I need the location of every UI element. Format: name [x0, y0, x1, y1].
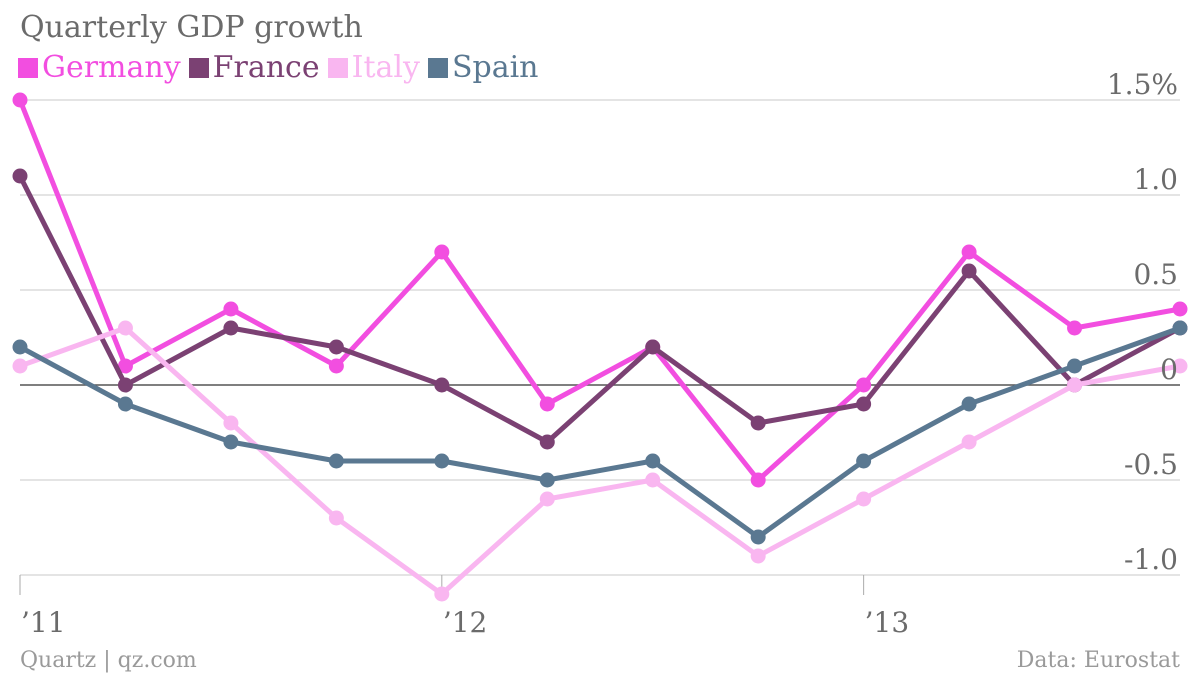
- legend-item-france: France: [188, 50, 320, 85]
- data-point: [539, 396, 555, 412]
- data-point: [1172, 358, 1188, 374]
- data-point: [223, 434, 239, 450]
- data-source: Data: Eurostat: [1016, 648, 1180, 673]
- data-point: [1172, 320, 1188, 336]
- data-point: [539, 491, 555, 507]
- data-point: [117, 358, 133, 374]
- data-point: [1172, 301, 1188, 317]
- legend-swatch: [427, 57, 448, 78]
- data-point: [328, 339, 344, 355]
- series-italy: [12, 320, 1188, 602]
- data-point: [12, 339, 28, 355]
- data-point: [434, 377, 450, 393]
- data-point: [961, 244, 977, 260]
- data-point: [434, 453, 450, 469]
- data-point: [750, 415, 766, 431]
- data-point: [12, 358, 28, 374]
- data-point: [328, 358, 344, 374]
- y-tick-label: 0.5: [1133, 258, 1178, 291]
- data-point: [1067, 358, 1083, 374]
- data-point: [750, 472, 766, 488]
- chart-title: Quarterly GDP growth: [20, 10, 363, 45]
- legend-swatch: [327, 57, 348, 78]
- series-germany: [12, 92, 1188, 488]
- legend-label: Spain: [451, 50, 539, 85]
- x-tick-label: ’13: [865, 606, 910, 639]
- data-point: [223, 301, 239, 317]
- data-point: [12, 168, 28, 184]
- legend-label: France: [212, 50, 320, 85]
- data-point: [539, 434, 555, 450]
- legend-label: Germany: [42, 50, 181, 85]
- data-point: [645, 453, 661, 469]
- legend-swatch: [18, 57, 38, 78]
- data-point: [856, 396, 872, 412]
- data-point: [12, 92, 28, 108]
- series-line: [17, 173, 1183, 445]
- x-tick-label: ’11: [21, 606, 66, 639]
- series-line: [17, 97, 1183, 483]
- data-point: [856, 491, 872, 507]
- data-point: [117, 396, 133, 412]
- y-tick-label: -0.5: [1124, 448, 1178, 481]
- y-axis: 1.5% 1.0 0.5 0 -0.5 -1.0: [1107, 68, 1178, 576]
- data-point: [1067, 320, 1083, 336]
- series-spain: [12, 320, 1188, 545]
- data-point: [223, 320, 239, 336]
- series-lines: [12, 92, 1188, 602]
- data-point: [539, 472, 555, 488]
- legend-item-italy: Italy: [327, 50, 420, 85]
- gridlines: [20, 99, 1180, 576]
- data-point: [645, 339, 661, 355]
- series-line: [17, 325, 1183, 540]
- y-tick-label: -1.0: [1124, 543, 1178, 576]
- data-point: [645, 472, 661, 488]
- data-point: [1067, 377, 1083, 393]
- data-point: [856, 377, 872, 393]
- data-point: [750, 548, 766, 564]
- series-line: [17, 325, 1183, 597]
- series-france: [12, 168, 1188, 450]
- x-tick-label: ’12: [443, 606, 488, 639]
- legend-item-spain: Spain: [427, 50, 539, 85]
- data-point: [856, 453, 872, 469]
- source-credit: Quartz | qz.com: [20, 648, 197, 673]
- data-point: [117, 377, 133, 393]
- x-axis: ’11 ’12 ’13: [19, 575, 910, 639]
- y-tick-label: 0: [1160, 353, 1178, 386]
- data-point: [961, 263, 977, 279]
- legend: Germany France Italy Spain: [18, 50, 547, 85]
- data-point: [223, 415, 239, 431]
- legend-item-germany: Germany: [18, 50, 181, 85]
- data-point: [328, 510, 344, 526]
- legend-swatch: [188, 57, 209, 78]
- data-point: [117, 320, 133, 336]
- y-tick-label: 1.5%: [1107, 68, 1178, 101]
- data-point: [961, 396, 977, 412]
- data-point: [750, 529, 766, 545]
- data-point: [434, 586, 450, 602]
- legend-label: Italy: [351, 50, 420, 85]
- y-tick-label: 1.0: [1133, 163, 1178, 196]
- data-point: [961, 434, 977, 450]
- data-point: [328, 453, 344, 469]
- data-point: [434, 244, 450, 260]
